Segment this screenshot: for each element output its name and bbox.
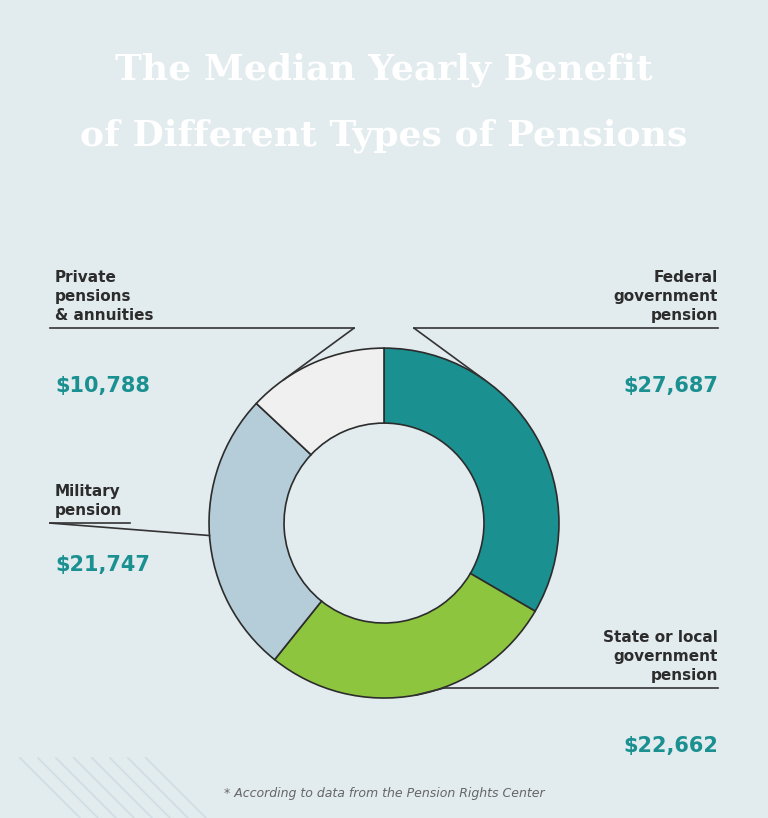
- Text: Military
pension: Military pension: [55, 484, 123, 518]
- Text: $21,747: $21,747: [55, 555, 150, 575]
- Text: $10,788: $10,788: [55, 376, 150, 396]
- Text: Private
pensions
& annuities: Private pensions & annuities: [55, 270, 154, 323]
- Wedge shape: [209, 403, 322, 659]
- Wedge shape: [275, 573, 535, 698]
- Text: * According to data from the Pension Rights Center: * According to data from the Pension Rig…: [223, 787, 545, 800]
- Text: State or local
government
pension: State or local government pension: [603, 630, 718, 683]
- Wedge shape: [384, 348, 559, 611]
- Text: $27,687: $27,687: [623, 376, 718, 396]
- Text: The Median Yearly Benefit: The Median Yearly Benefit: [115, 52, 653, 87]
- Text: of Different Types of Pensions: of Different Types of Pensions: [81, 119, 687, 153]
- Text: Federal
government
pension: Federal government pension: [614, 270, 718, 323]
- Wedge shape: [257, 348, 384, 455]
- Text: $22,662: $22,662: [623, 736, 718, 756]
